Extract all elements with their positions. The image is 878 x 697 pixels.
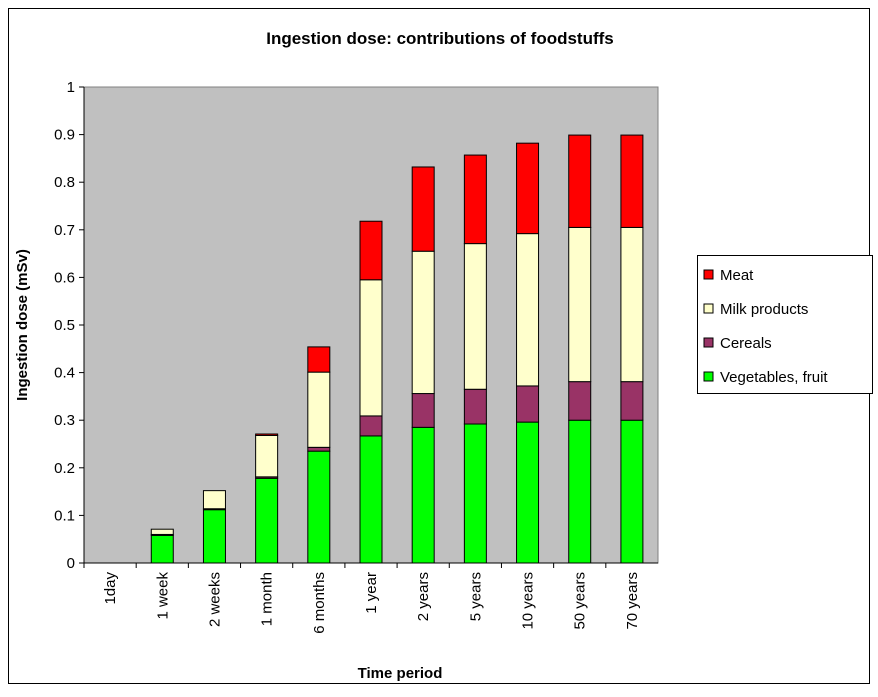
bar-segment <box>568 381 592 421</box>
bar-segment <box>463 388 487 425</box>
x-tick-label: 6 months <box>311 572 328 634</box>
y-tick-label: 0.9 <box>54 127 75 144</box>
legend-label: Vegetables, fruit <box>720 369 828 386</box>
x-tick-label: 2 years <box>415 572 432 621</box>
bar-segment <box>411 393 435 428</box>
x-tick-label: 10 years <box>520 572 537 630</box>
legend-box <box>697 255 873 394</box>
bar-segment <box>255 433 279 436</box>
x-axis-label: Time period <box>358 665 443 682</box>
bar-segment <box>359 279 383 417</box>
bar-segment <box>516 233 540 387</box>
legend-swatch <box>703 303 714 314</box>
bar-segment <box>307 450 331 564</box>
y-tick-label: 0.4 <box>54 365 75 382</box>
legend-swatch <box>703 269 714 280</box>
bar-segment <box>516 142 540 235</box>
chart-title: Ingestion dose: contributions of foodstu… <box>266 29 614 48</box>
bar-segment <box>307 346 331 373</box>
bar-segment <box>463 154 487 245</box>
bar-segment <box>568 226 592 383</box>
bar-segment <box>255 434 279 478</box>
x-tick-label: 5 years <box>467 572 484 621</box>
bar-segment <box>359 415 383 437</box>
legend-label: Meat <box>720 267 754 284</box>
legend-swatch <box>703 371 714 382</box>
legend-label: Cereals <box>720 335 772 352</box>
bar-segment <box>411 166 435 252</box>
x-tick-label: 1 week <box>154 572 171 620</box>
y-tick-label: 0.6 <box>54 269 75 286</box>
y-tick-label: 0.5 <box>54 317 75 334</box>
bar-segment <box>307 371 331 448</box>
bar-segment <box>411 250 435 395</box>
bar-segment <box>307 446 331 452</box>
x-tick-label: 70 years <box>624 572 641 630</box>
x-tick-label: 1day <box>102 572 119 605</box>
bar-segment <box>516 385 540 423</box>
bar-segment <box>620 381 644 421</box>
bar-segment <box>463 243 487 390</box>
y-tick-label: 0 <box>67 555 75 572</box>
bar-segment <box>202 509 226 564</box>
y-tick-label: 0.7 <box>54 222 75 239</box>
y-axis-label: Ingestion dose (mSv) <box>14 249 31 401</box>
bar-segment <box>463 423 487 564</box>
bar-segment <box>620 134 644 228</box>
legend-swatch <box>703 337 714 348</box>
x-tick-label: 2 weeks <box>206 572 223 627</box>
bar-segment <box>568 419 592 564</box>
x-tick-label: 50 years <box>572 572 589 630</box>
legend-label: Milk products <box>720 301 808 318</box>
bar-segment <box>150 528 174 535</box>
x-tick-label: 1 year <box>363 572 380 614</box>
x-tick-label: 1 month <box>259 572 276 626</box>
bar-segment <box>255 477 279 564</box>
bar-segment <box>516 421 540 564</box>
y-tick-label: 0.3 <box>54 412 75 429</box>
y-tick-label: 0.1 <box>54 507 75 524</box>
y-tick-label: 1 <box>67 79 75 96</box>
y-tick-label: 0.8 <box>54 174 75 191</box>
bar-segment <box>359 435 383 564</box>
bar-segment <box>620 226 644 383</box>
bar-segment <box>202 490 226 510</box>
bar-segment <box>359 220 383 281</box>
bar-segment <box>568 134 592 228</box>
y-tick-label: 0.2 <box>54 460 75 477</box>
bar-segment <box>620 419 644 564</box>
bar-segment <box>411 426 435 564</box>
bar-segment <box>150 534 174 564</box>
